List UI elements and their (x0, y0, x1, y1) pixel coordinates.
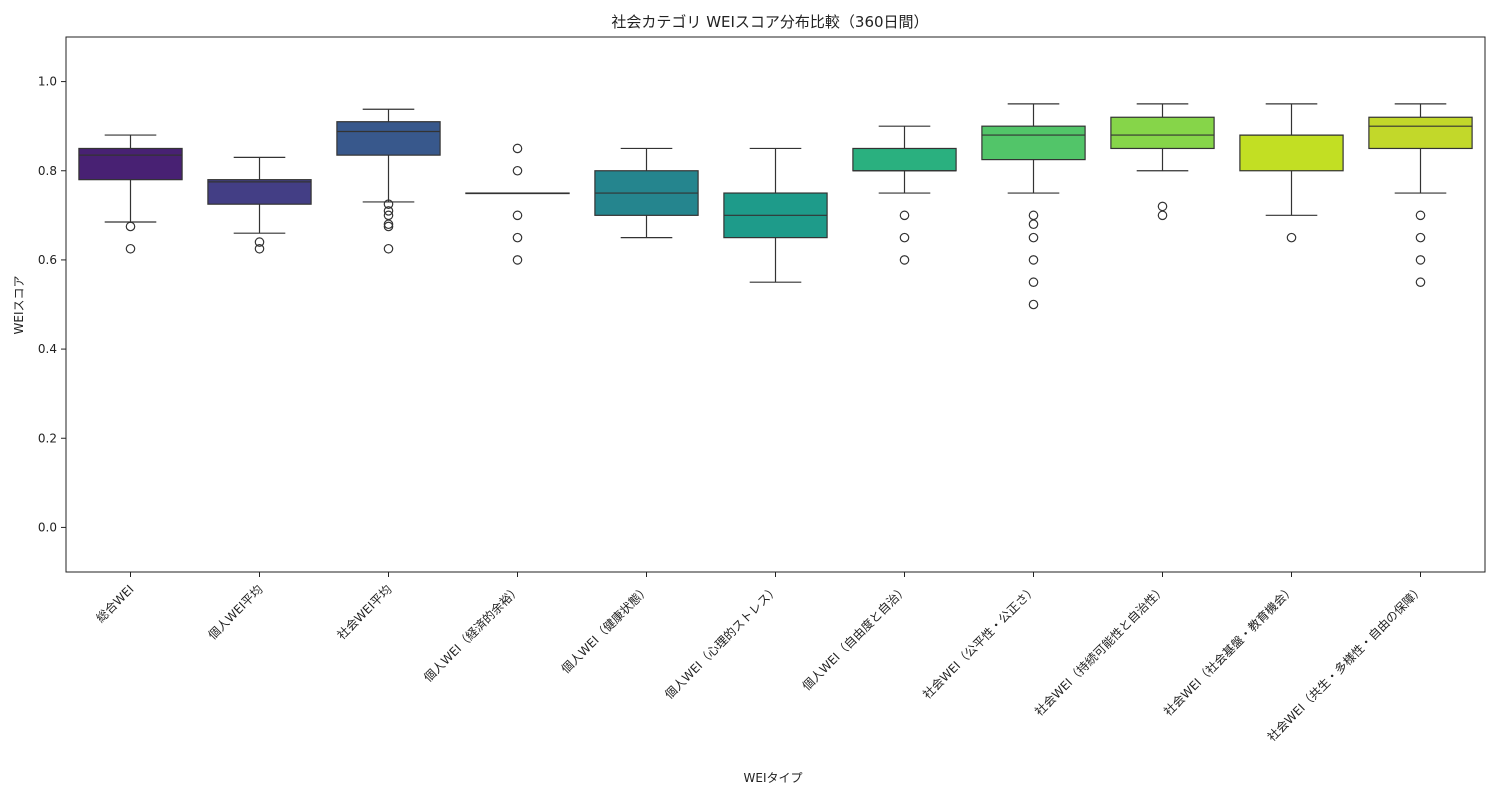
box-group (465, 143, 570, 265)
outlier-point (1415, 255, 1426, 265)
outlier-point (512, 210, 523, 221)
outlier-point (1157, 201, 1168, 212)
outlier-point (1157, 210, 1168, 221)
x-tick-label: 個人WEI（経済的余裕） (420, 582, 523, 685)
y-axis-label: WEIスコア (12, 276, 26, 335)
box-iqr (1110, 116, 1215, 150)
box-group (594, 147, 699, 239)
box-group (1239, 103, 1344, 243)
outlier-point (1415, 232, 1426, 243)
outlier-point (383, 243, 394, 254)
x-tick-label: 社会WEI（持続可能性と自治性） (1031, 582, 1168, 719)
outlier-point (1028, 210, 1039, 221)
x-tick-label: 社会WEI（社会基盤・教育機会） (1160, 582, 1297, 719)
outlier-point (1028, 299, 1039, 310)
x-tick-label: 個人WEI（健康状態） (558, 582, 653, 677)
outlier-point (125, 243, 136, 254)
box-group (852, 125, 957, 265)
box-group (336, 108, 441, 254)
x-tick-label: 個人WEI平均 (206, 582, 266, 642)
outlier-point (1415, 210, 1426, 221)
outlier-point (1286, 232, 1297, 243)
outlier-point (383, 206, 394, 216)
x-axis: 総合WEI 個人WEI平均 社会WEI平均 個人WEI（経済的余裕） 個人WEI（健康状… (93, 572, 1427, 744)
outlier-point (512, 165, 523, 176)
box-iqr (78, 147, 183, 181)
chart-title: 社会カテゴリ WEIスコア分布比較（360日間） (611, 13, 928, 31)
outlier-point (1028, 277, 1039, 288)
box-iqr (1368, 116, 1473, 150)
outlier-point (1028, 232, 1039, 243)
x-tick-label: 総合WEI (93, 582, 137, 626)
outlier-point (383, 221, 394, 232)
box-iqr (207, 179, 312, 205)
y-tick-label: 0.6 (38, 253, 57, 267)
x-tick-label: 社会WEI平均 (334, 582, 395, 643)
box-iqr (981, 125, 1086, 161)
y-tick-label: 0.4 (38, 342, 57, 356)
outlier-point (1028, 219, 1039, 230)
outlier-point (899, 255, 910, 265)
outlier-point (254, 237, 265, 247)
box-group (78, 134, 183, 254)
y-axis: 0.0 0.2 0.4 0.6 0.8 1.0 (38, 75, 66, 534)
box-iqr (336, 121, 441, 156)
box-group (981, 103, 1086, 310)
x-tick-label: 個人WEI（心理的ストレス） (661, 582, 781, 702)
outlier-point (1028, 255, 1039, 265)
y-tick-label: 0.8 (38, 164, 57, 178)
y-tick-label: 0.0 (38, 520, 57, 534)
box-group (207, 156, 312, 254)
outlier-point (512, 232, 523, 243)
box-group (1110, 103, 1215, 221)
outlier-point (512, 143, 523, 154)
outlier-point (1415, 277, 1426, 288)
x-tick-label: 個人WEI（自由度と自治） (799, 582, 911, 694)
x-tick-label: 社会WEI（共生・多様性・自由の保障） (1264, 582, 1427, 745)
outlier-point (899, 232, 910, 243)
x-tick-label: 社会WEI（公平性・公正さ） (919, 582, 1039, 702)
box-iqr (852, 147, 957, 172)
outlier-point (512, 255, 523, 265)
box-iqr (1239, 134, 1344, 172)
y-tick-label: 0.2 (38, 431, 57, 445)
x-axis-label: WEIタイプ (744, 771, 803, 785)
y-tick-label: 1.0 (38, 75, 57, 89)
outlier-point (125, 221, 136, 232)
box-group (1368, 103, 1473, 288)
outlier-point (899, 210, 910, 221)
box-group (723, 147, 828, 283)
plot-area-frame (65, 36, 1486, 573)
box-series (78, 103, 1473, 310)
outlier-point (254, 243, 265, 254)
outlier-point (383, 199, 394, 209)
